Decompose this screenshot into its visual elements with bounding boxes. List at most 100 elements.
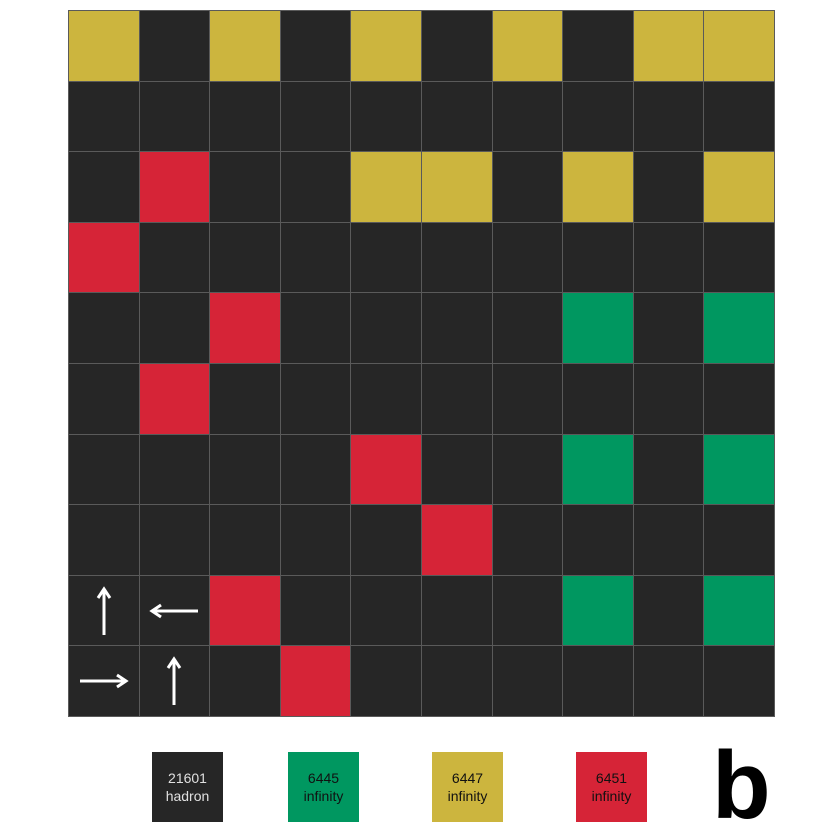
grid-cell xyxy=(139,222,210,293)
grid-cell xyxy=(210,81,280,152)
legend-name: infinity xyxy=(303,788,344,804)
legend-code: 6451 xyxy=(595,770,628,786)
grid-cell xyxy=(280,293,351,363)
grid-cell xyxy=(492,505,563,575)
grid-cell xyxy=(69,11,139,81)
grid-cell xyxy=(69,434,139,505)
grid-cell xyxy=(139,293,210,363)
grid-cell xyxy=(351,152,421,222)
grid-cell xyxy=(704,293,774,363)
grid-cell xyxy=(704,363,774,434)
grid-cell xyxy=(351,646,421,716)
grid-cell xyxy=(704,11,774,81)
grid-cell xyxy=(139,505,210,575)
grid-cell xyxy=(69,505,139,575)
grid-cell xyxy=(563,434,633,505)
grid-cell xyxy=(492,434,563,505)
grid-cell xyxy=(69,575,139,646)
grid-cell xyxy=(421,293,492,363)
grid-cell xyxy=(704,575,774,646)
grid-cell xyxy=(704,434,774,505)
grid-cell xyxy=(69,81,139,152)
legend-code: 21601 xyxy=(168,770,207,786)
grid-cell xyxy=(492,81,563,152)
grid-cell xyxy=(280,646,351,716)
grid-cell xyxy=(210,11,280,81)
grid-cell xyxy=(210,363,280,434)
arrow-up-icon xyxy=(94,585,114,637)
grid-cell xyxy=(139,152,210,222)
grid-cell xyxy=(139,646,210,716)
grid-cell xyxy=(69,363,139,434)
grid-cell xyxy=(633,11,704,81)
arrow-right-icon xyxy=(78,671,130,691)
grid-cell xyxy=(563,575,633,646)
grid-cell xyxy=(492,222,563,293)
grid-cell xyxy=(633,152,704,222)
grid-cell xyxy=(351,434,421,505)
grid-cell xyxy=(69,293,139,363)
grid-cell xyxy=(69,222,139,293)
grid-cell xyxy=(139,363,210,434)
grid-cell xyxy=(421,505,492,575)
grid-cell xyxy=(563,11,633,81)
grid-cell xyxy=(421,646,492,716)
grid-cell xyxy=(210,505,280,575)
grid-cell xyxy=(633,293,704,363)
grid-cell xyxy=(563,646,633,716)
grid-cell xyxy=(351,81,421,152)
grid-cell xyxy=(492,363,563,434)
grid-cell xyxy=(139,575,210,646)
grid-cell xyxy=(139,434,210,505)
grid-cell xyxy=(704,81,774,152)
grid-cell xyxy=(210,434,280,505)
legend-code: 6445 xyxy=(307,770,340,786)
grid-cell xyxy=(563,152,633,222)
grid-cell xyxy=(280,222,351,293)
legend-name: infinity xyxy=(447,788,488,804)
legend: 21601 hadron 6445 infinity 6447 infinity… xyxy=(0,752,840,822)
grid-cell xyxy=(633,575,704,646)
panel-label: b xyxy=(712,732,771,839)
grid-cell xyxy=(492,11,563,81)
grid-cell xyxy=(704,505,774,575)
grid-cell xyxy=(280,81,351,152)
grid-cell xyxy=(351,222,421,293)
grid-cell xyxy=(492,293,563,363)
grid-cell xyxy=(421,222,492,293)
grid-cell xyxy=(351,363,421,434)
grid-cell xyxy=(421,434,492,505)
grid-cell xyxy=(704,646,774,716)
grid-cell xyxy=(421,575,492,646)
grid-cell xyxy=(280,434,351,505)
grid-cell xyxy=(492,646,563,716)
arrow-up-icon xyxy=(164,655,184,707)
grid-cell xyxy=(492,152,563,222)
tile-grid xyxy=(68,10,775,717)
grid-cell xyxy=(563,293,633,363)
grid-cell xyxy=(69,646,139,716)
grid-cell xyxy=(421,363,492,434)
arrow-left-icon xyxy=(148,601,200,621)
legend-swatch-infinity-yellow: 6447 infinity xyxy=(432,752,503,822)
grid-cell xyxy=(280,575,351,646)
grid-cell xyxy=(633,222,704,293)
legend-code: 6447 xyxy=(451,770,484,786)
grid-cell xyxy=(421,81,492,152)
legend-name: hadron xyxy=(165,788,210,804)
grid-cell xyxy=(69,152,139,222)
grid-cell xyxy=(421,11,492,81)
grid-cell xyxy=(704,152,774,222)
grid-cell xyxy=(633,505,704,575)
grid-cell xyxy=(351,11,421,81)
grid-cell xyxy=(210,646,280,716)
grid-cell xyxy=(280,11,351,81)
grid-cell xyxy=(139,11,210,81)
legend-name: infinity xyxy=(591,788,632,804)
grid-cell xyxy=(280,363,351,434)
grid-cell xyxy=(633,434,704,505)
legend-swatch-infinity-red: 6451 infinity xyxy=(576,752,647,822)
grid-cell xyxy=(633,81,704,152)
grid-cell xyxy=(351,505,421,575)
grid-cell xyxy=(421,152,492,222)
